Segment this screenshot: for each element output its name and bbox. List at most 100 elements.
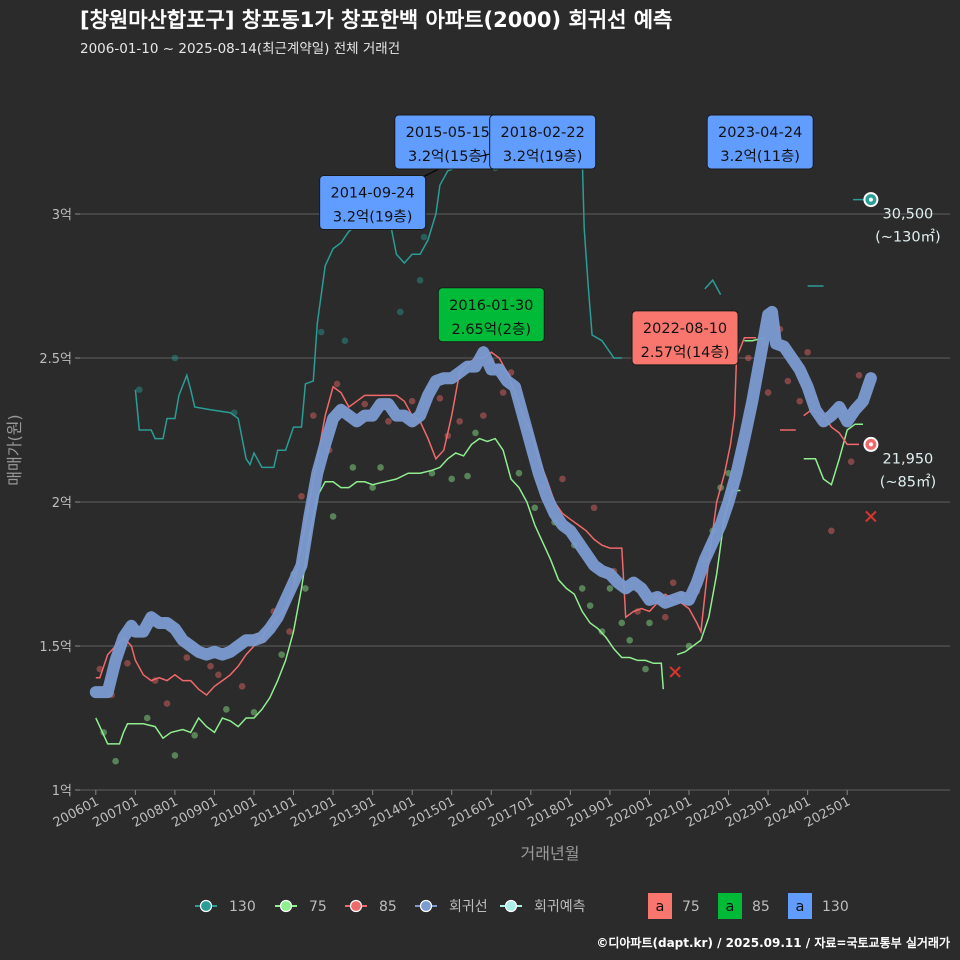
scatter-point bbox=[385, 418, 392, 425]
scatter-point bbox=[333, 380, 341, 388]
scatter-point bbox=[464, 472, 471, 480]
legend-label: 75 bbox=[309, 899, 327, 915]
scatter-point bbox=[669, 579, 677, 586]
scatter-point bbox=[341, 337, 349, 345]
scatter-point bbox=[171, 752, 179, 759]
legend-badge-glyph: a bbox=[726, 899, 735, 915]
scatter-point bbox=[642, 665, 649, 673]
scatter-point bbox=[499, 389, 507, 396]
legend-point-swatch bbox=[349, 899, 363, 913]
regression-line bbox=[89, 305, 877, 699]
annotation-value: 3.2억(19층) bbox=[333, 208, 413, 225]
grid-layer bbox=[80, 213, 950, 791]
scatter-point bbox=[796, 397, 804, 405]
legend-badge-label: 75 bbox=[682, 899, 700, 915]
legend-badge-label: 130 bbox=[822, 899, 849, 915]
legend-badge-glyph: a bbox=[656, 899, 665, 915]
chart-title: [창원마산합포구] 창포동1가 창포한백 아파트(2000) 회귀선 예측 bbox=[80, 8, 672, 32]
scatter-point bbox=[377, 464, 384, 471]
legend-label: 85 bbox=[379, 899, 397, 915]
scatter-point bbox=[420, 233, 428, 241]
annotation-box bbox=[706, 114, 814, 170]
chart-subtitle: 2006-01-10 ~ 2025-08-14(최근계약일) 전체 거래건 bbox=[80, 41, 400, 57]
annotation-layer: 2014-09-24 3.2억(19층) 2015-05-15 3.2억(15층) 20… bbox=[319, 114, 814, 366]
scatter-point bbox=[847, 458, 855, 465]
legend-badge-swatch bbox=[788, 893, 812, 919]
annotation-date: 2023-04-24 bbox=[718, 125, 802, 141]
scatter-point bbox=[428, 469, 436, 477]
series-line-130 bbox=[704, 278, 722, 295]
source-credit: ©디아파트(dapt.kr) / 2025.09.11 / 자료=국토교통부 실… bbox=[596, 935, 950, 950]
legend-badge-label: 85 bbox=[752, 899, 770, 915]
annotation-date: 2018-02-22 bbox=[501, 125, 585, 141]
annotation-box bbox=[489, 114, 597, 170]
y-tick-label: 2.5억 bbox=[39, 352, 72, 367]
scatter-point bbox=[215, 671, 222, 679]
annotation-value: 3.2억(15층) bbox=[408, 148, 488, 165]
scatter-point bbox=[745, 354, 752, 362]
marker-layer: 30,500 (~130㎡) 21,950 (~85㎡) bbox=[669, 192, 941, 678]
scatter-point bbox=[397, 308, 404, 316]
legend-badge-glyph: a bbox=[796, 899, 805, 915]
scatter-point bbox=[531, 504, 539, 512]
scatter-point bbox=[764, 389, 772, 396]
scatter-point bbox=[361, 400, 369, 408]
scatter-point bbox=[586, 602, 594, 609]
scatter-point bbox=[515, 469, 523, 477]
end-area-label: (~130㎡) bbox=[875, 229, 941, 246]
scatter-point bbox=[661, 613, 669, 621]
scatter-point bbox=[369, 484, 376, 491]
annotation-box bbox=[631, 310, 739, 366]
y-tick-label: 1억 bbox=[52, 784, 72, 799]
annotation-box bbox=[319, 174, 427, 230]
legend-point-swatch bbox=[419, 899, 433, 913]
scatter-point bbox=[329, 513, 337, 520]
series-line-85 bbox=[95, 337, 757, 697]
end-marker-core bbox=[868, 197, 873, 202]
scatter-point bbox=[598, 628, 606, 635]
cross-mark bbox=[669, 666, 681, 678]
scatter-point bbox=[578, 585, 586, 592]
legend-point-swatch bbox=[504, 899, 518, 913]
legend-label: 130 bbox=[229, 899, 256, 915]
annotation-date: 2014-09-24 bbox=[330, 185, 414, 201]
legend-label: 회귀예측 bbox=[534, 899, 586, 915]
scatter-point bbox=[250, 708, 258, 716]
scatter-point bbox=[456, 418, 463, 425]
y-tick-label: 3억 bbox=[52, 208, 72, 223]
y-axis-title: 매매가(원) bbox=[5, 414, 24, 485]
scatter-point bbox=[183, 654, 191, 661]
scatter-point bbox=[804, 348, 811, 356]
scatter-point bbox=[472, 429, 479, 437]
annotation-box bbox=[437, 287, 545, 343]
annotation-value: 2.57억(14층) bbox=[641, 344, 730, 361]
legend: 130 75 85 회귀선 회귀예측 a 75 a 85 a 130 bbox=[195, 893, 849, 919]
scatter-point bbox=[416, 276, 424, 284]
scatter-point bbox=[163, 700, 171, 707]
scatter-point bbox=[480, 412, 487, 419]
scatter-point bbox=[408, 397, 416, 405]
y-tick-label: 1.5억 bbox=[39, 640, 72, 655]
scatter-point bbox=[278, 651, 285, 658]
annotation-date: 2015-05-15 bbox=[406, 125, 490, 141]
series-line-75 bbox=[95, 437, 665, 745]
scatter-point bbox=[626, 636, 633, 644]
legend-point-swatch bbox=[279, 899, 293, 913]
end-value-label: 30,500 bbox=[883, 207, 934, 223]
scatter-point bbox=[448, 475, 456, 483]
scatter-point bbox=[606, 585, 614, 592]
scatter-point bbox=[590, 504, 598, 512]
scatter-point bbox=[855, 371, 863, 379]
end-marker-core bbox=[868, 442, 873, 447]
scatter-point bbox=[559, 475, 566, 483]
scatter-point bbox=[310, 412, 317, 419]
scatter-point bbox=[286, 628, 293, 635]
scatter-point bbox=[238, 683, 246, 690]
annotation-date: 2016-01-30 bbox=[449, 298, 533, 314]
scatter-point bbox=[136, 386, 143, 393]
legend-badge-swatch bbox=[648, 893, 672, 919]
legend-label: 회귀선 bbox=[449, 899, 488, 915]
annotation-date: 2022-08-10 bbox=[643, 321, 727, 337]
